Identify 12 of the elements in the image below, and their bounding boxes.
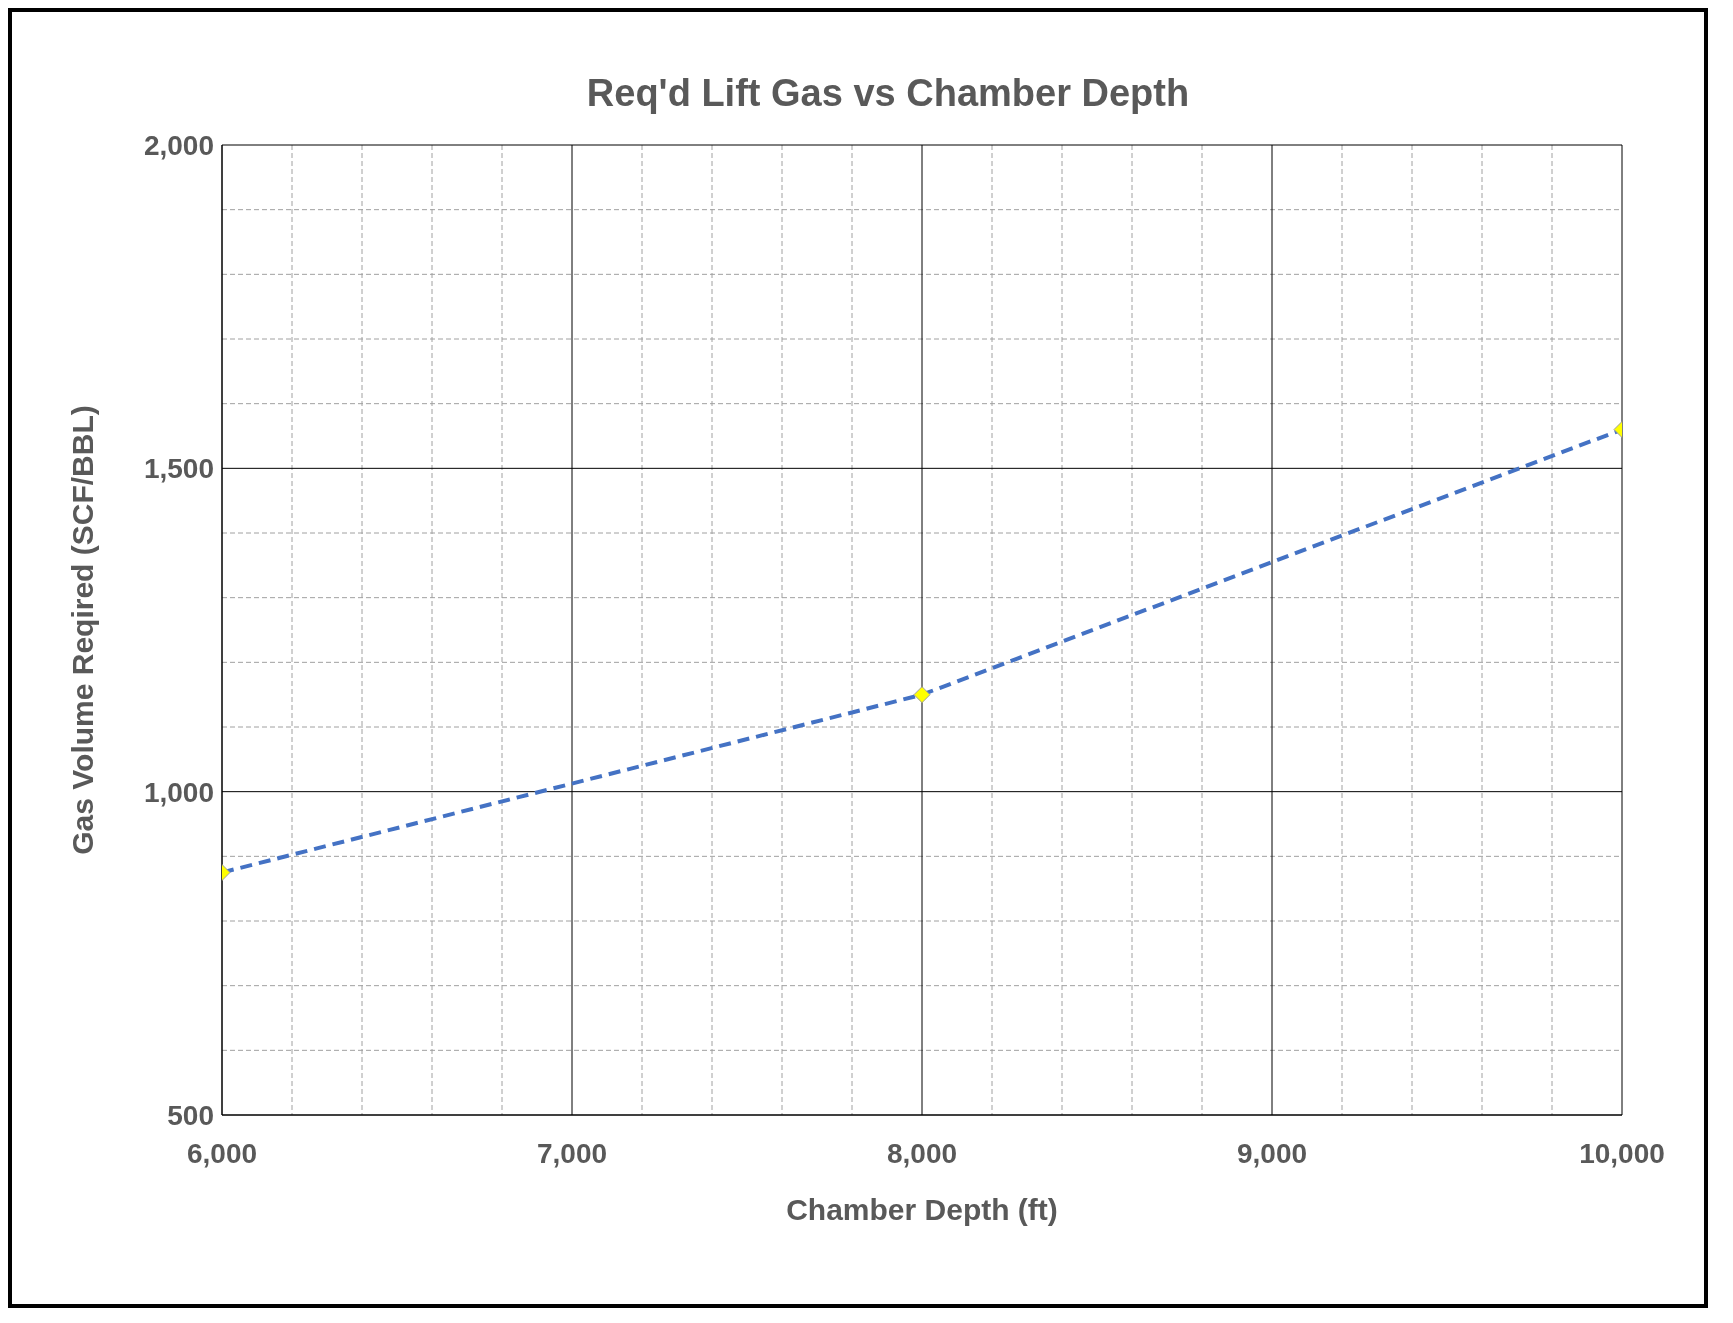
x-tick-label: 7,000 [536, 1137, 608, 1169]
y-tick-label: 500 [167, 1099, 214, 1131]
chart-title: Req'd Lift Gas vs Chamber Depth [585, 72, 1191, 115]
x-tick-label: 9,000 [1236, 1137, 1308, 1169]
x-tick-label: 8,000 [886, 1137, 958, 1169]
y-tick-label: 1,000 [143, 776, 214, 808]
x-tick-label: 6,000 [186, 1137, 258, 1169]
y-tick-label: 1,500 [143, 453, 214, 485]
y-axis-title: Gas Volume Reqired (SCF/BBL) [65, 405, 99, 855]
x-axis-title: Chamber Depth (ft) [786, 1193, 1058, 1226]
y-tick-label: 2,000 [143, 129, 214, 161]
x-tick-label: 10,000 [1579, 1137, 1665, 1169]
